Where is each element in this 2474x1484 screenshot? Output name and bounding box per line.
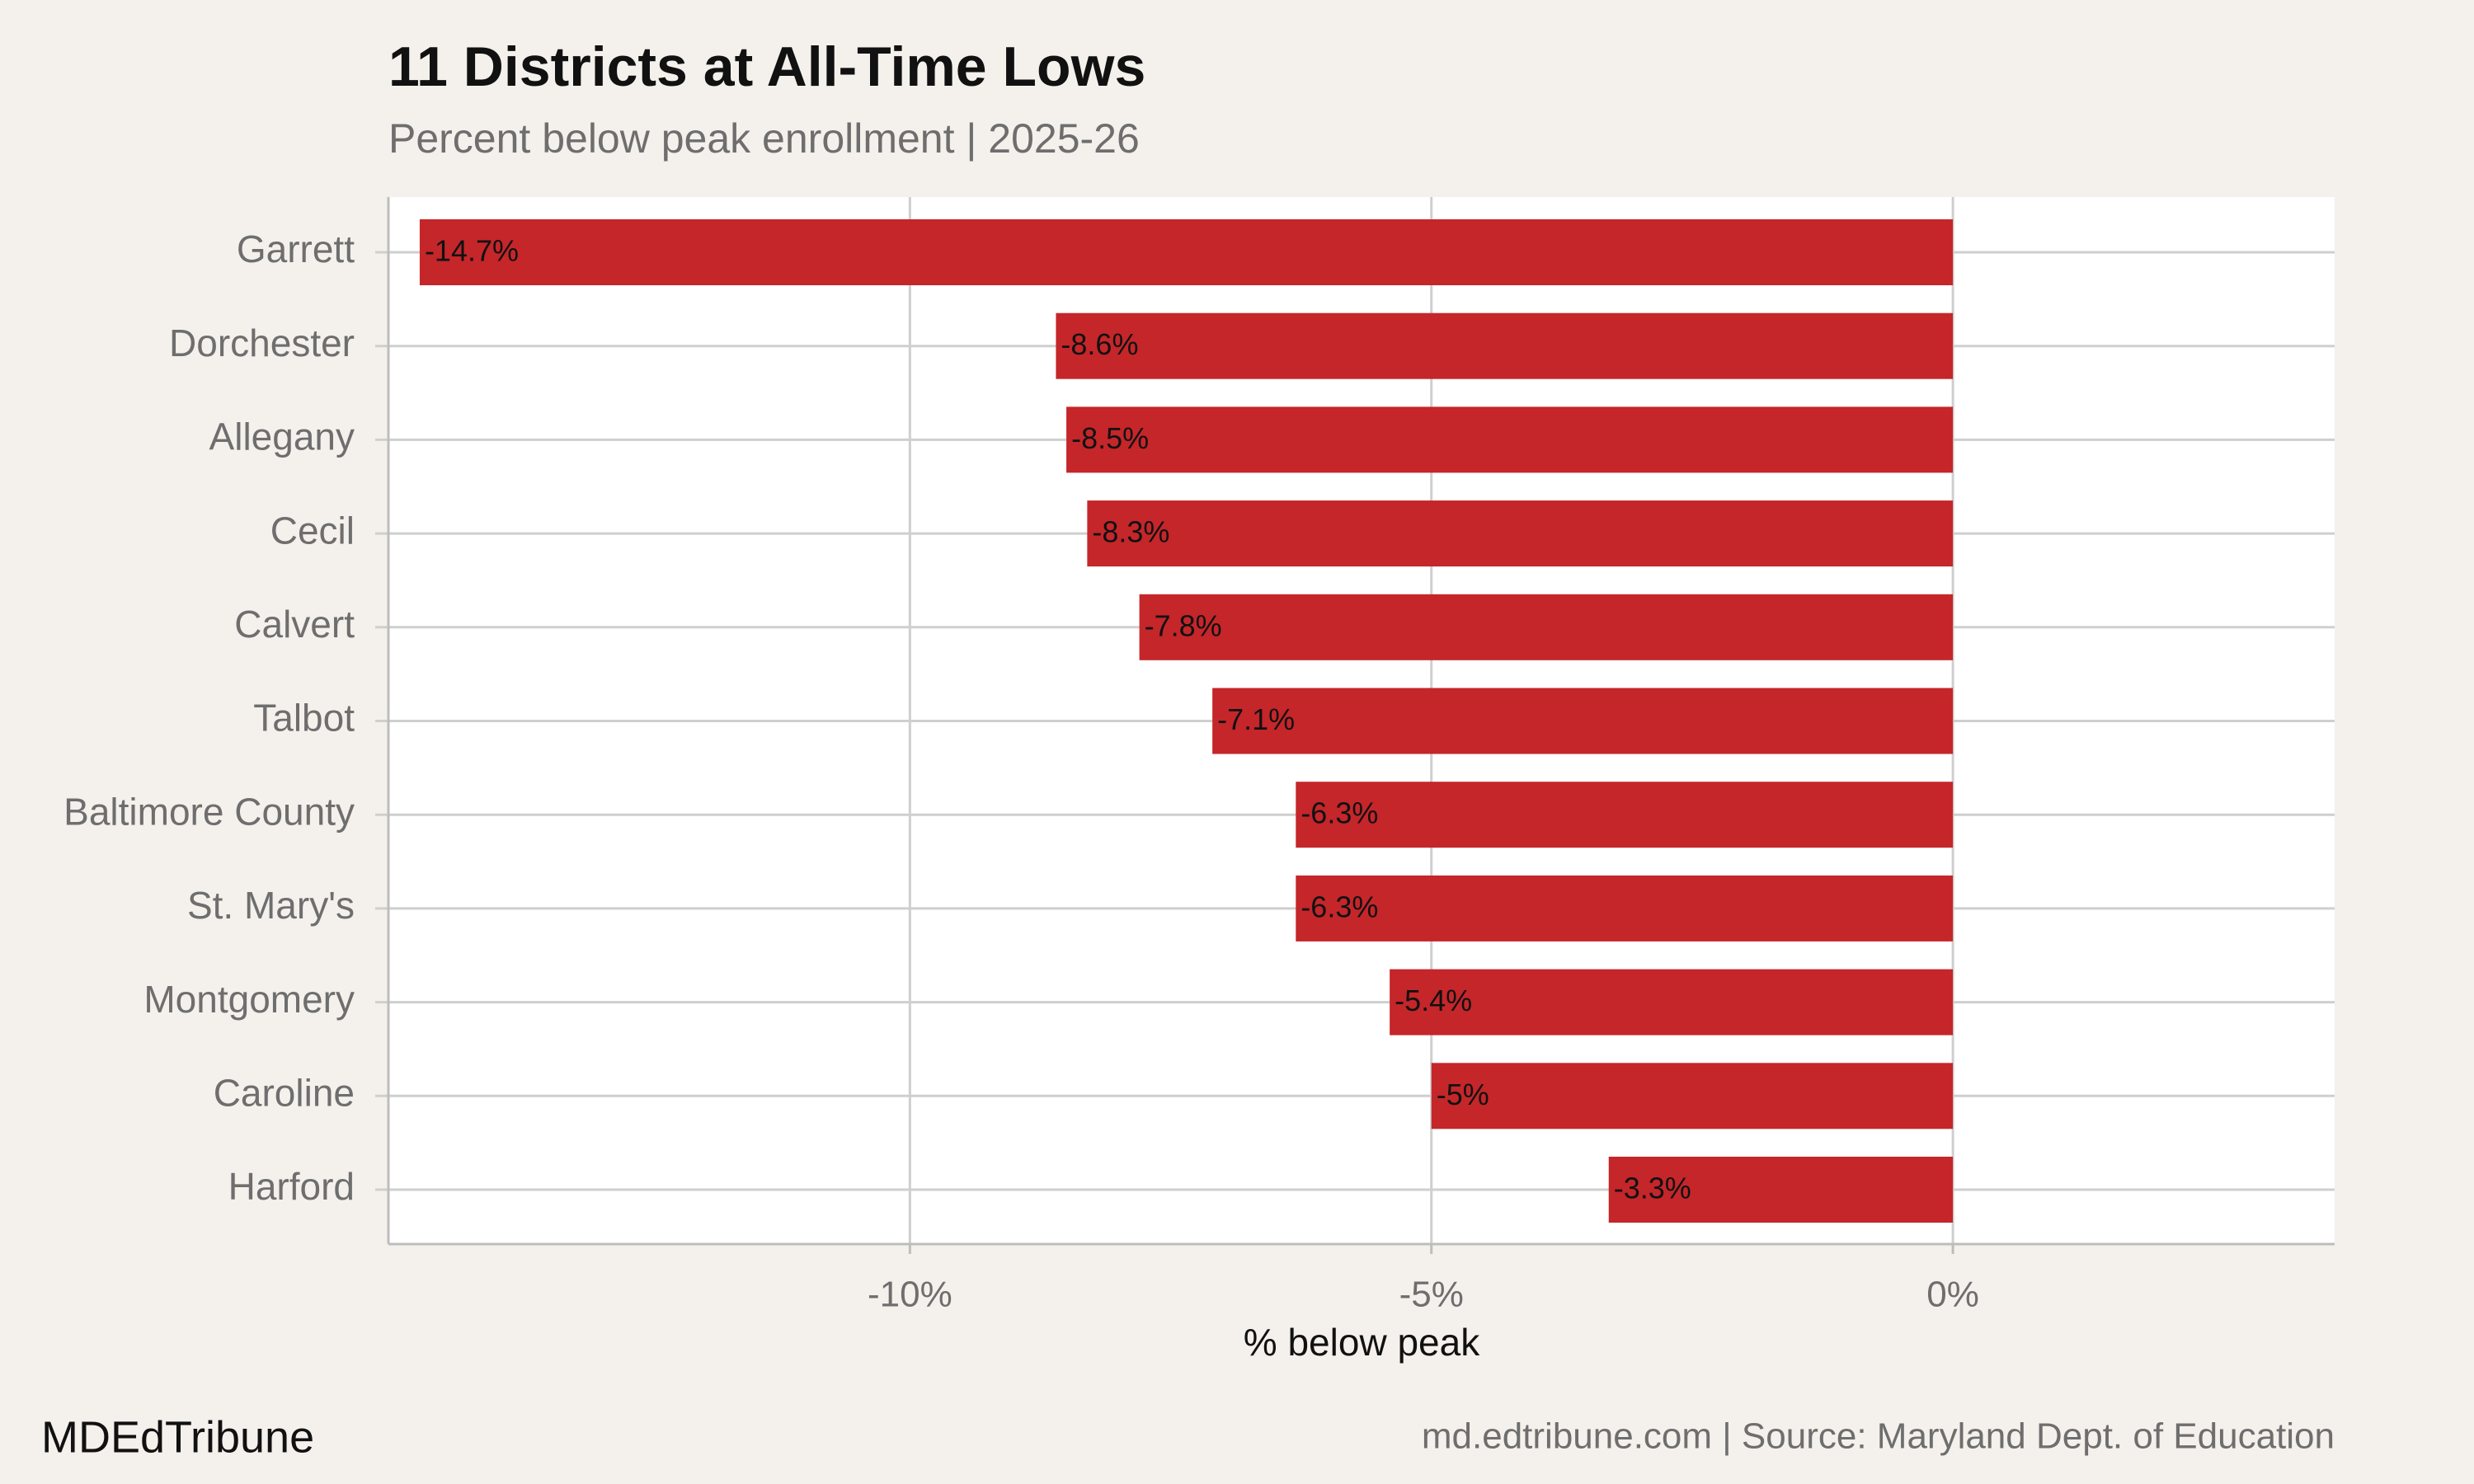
bar bbox=[1296, 875, 1954, 942]
y-tick-label: St. Mary's bbox=[187, 884, 355, 927]
bar bbox=[1066, 406, 1954, 473]
bar bbox=[1296, 782, 1954, 848]
value-label: -7.1% bbox=[1217, 702, 1295, 736]
y-tick-label: Cecil bbox=[270, 509, 355, 552]
value-label: -8.3% bbox=[1092, 515, 1169, 549]
value-label: -6.3% bbox=[1300, 796, 1378, 830]
footer-source: md.edtribune.com | Source: Maryland Dept… bbox=[1422, 1416, 2335, 1457]
bar bbox=[1431, 1063, 1954, 1129]
bar bbox=[1390, 969, 1954, 1036]
value-label: -6.3% bbox=[1300, 890, 1378, 923]
x-tick-label: -5% bbox=[1399, 1275, 1464, 1315]
value-label: -5.4% bbox=[1395, 984, 1472, 1017]
y-tick-label: Caroline bbox=[214, 1071, 355, 1114]
x-tick-label: -10% bbox=[868, 1275, 952, 1315]
bar bbox=[1212, 688, 1954, 754]
bar bbox=[419, 219, 1954, 285]
value-label: -8.6% bbox=[1061, 327, 1138, 361]
y-tick-label: Allegany bbox=[209, 416, 355, 458]
y-tick-label: Talbot bbox=[253, 697, 355, 740]
value-label: -5% bbox=[1437, 1078, 1489, 1111]
value-label: -14.7% bbox=[425, 234, 519, 268]
x-tick-label: 0% bbox=[1926, 1275, 1979, 1315]
y-tick-label: Calvert bbox=[234, 603, 355, 646]
bar bbox=[1608, 1157, 1954, 1223]
chart-subtitle: Percent below peak enrollment | 2025-26 bbox=[388, 115, 1140, 162]
footer-brand: MDEdTribune bbox=[41, 1412, 314, 1462]
x-axis-label: % below peak bbox=[1244, 1321, 1480, 1364]
y-tick-label: Baltimore County bbox=[63, 790, 355, 833]
bar bbox=[1056, 312, 1954, 379]
chart-title: 11 Districts at All-Time Lows bbox=[388, 35, 1145, 98]
y-tick-label: Dorchester bbox=[169, 322, 355, 364]
y-tick-label: Garrett bbox=[237, 228, 355, 270]
y-tick-label: Montgomery bbox=[143, 978, 355, 1021]
value-label: -3.3% bbox=[1614, 1172, 1691, 1205]
bar bbox=[1087, 500, 1954, 567]
bar bbox=[1139, 594, 1954, 660]
value-label: -8.5% bbox=[1071, 421, 1149, 455]
value-label: -7.8% bbox=[1145, 608, 1222, 642]
y-tick-label: Harford bbox=[228, 1165, 355, 1208]
